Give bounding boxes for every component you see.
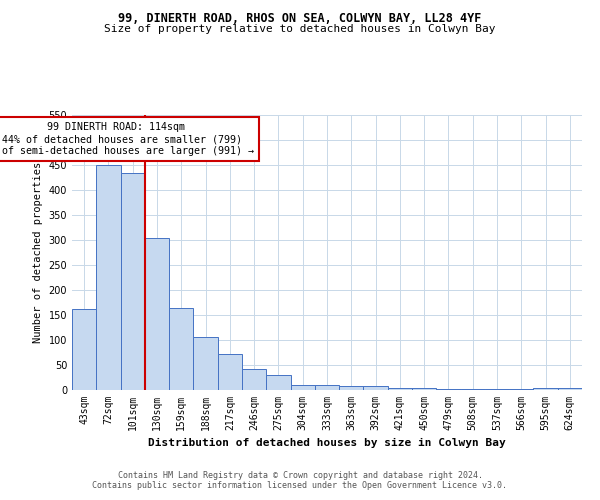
Y-axis label: Number of detached properties: Number of detached properties — [33, 162, 43, 343]
Bar — [364, 386, 388, 390]
Bar — [485, 389, 509, 390]
Text: 99 DINERTH ROAD: 114sqm
← 44% of detached houses are smaller (799)
55% of semi-d: 99 DINERTH ROAD: 114sqm ← 44% of detache… — [0, 122, 254, 156]
Text: Contains HM Land Registry data © Crown copyright and database right 2024.: Contains HM Land Registry data © Crown c… — [118, 471, 482, 480]
Text: Size of property relative to detached houses in Colwyn Bay: Size of property relative to detached ho… — [104, 24, 496, 34]
X-axis label: Distribution of detached houses by size in Colwyn Bay: Distribution of detached houses by size … — [148, 438, 506, 448]
Bar — [388, 388, 412, 390]
Bar — [218, 354, 242, 390]
Bar — [436, 388, 461, 390]
Bar — [339, 386, 364, 390]
Bar — [558, 388, 582, 390]
Text: 99, DINERTH ROAD, RHOS ON SEA, COLWYN BAY, LL28 4YF: 99, DINERTH ROAD, RHOS ON SEA, COLWYN BA… — [118, 12, 482, 26]
Bar — [121, 172, 145, 390]
Bar — [266, 374, 290, 390]
Bar — [461, 388, 485, 390]
Bar — [145, 238, 169, 390]
Bar — [169, 308, 193, 390]
Bar — [533, 388, 558, 390]
Bar — [96, 165, 121, 390]
Bar — [242, 368, 266, 390]
Text: Contains public sector information licensed under the Open Government Licence v3: Contains public sector information licen… — [92, 481, 508, 490]
Bar — [315, 385, 339, 390]
Bar — [412, 388, 436, 390]
Bar — [193, 336, 218, 390]
Bar — [72, 308, 96, 390]
Bar — [509, 389, 533, 390]
Bar — [290, 384, 315, 390]
